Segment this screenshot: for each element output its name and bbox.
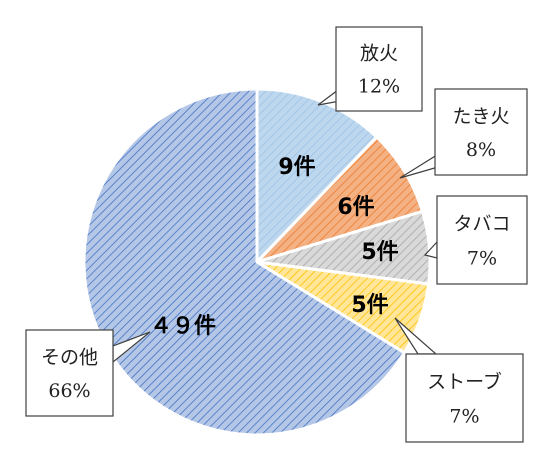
callout-labels: 放火 12% たき火 8% タバコ 7% ストーブ 7% その他 66%	[25, 26, 528, 443]
callout-percent-label: 8%	[466, 139, 496, 161]
slice-count-label: 5件	[361, 240, 398, 265]
callout-percent-label: 12%	[358, 75, 400, 97]
callout-3: ストーブ 7%	[394, 317, 524, 443]
callout-1: たき火 8%	[399, 88, 528, 179]
callout-percent-label: 66%	[48, 380, 90, 402]
callout-category-label: ストーブ	[427, 370, 502, 393]
slice-count-label: 9件	[278, 155, 315, 180]
callout-category-label: タバコ	[453, 213, 510, 235]
slice-count-label: 5件	[351, 293, 388, 318]
callout-percent-label: 7%	[449, 405, 479, 427]
callout-0: 放火 12%	[317, 26, 423, 112]
callout-category-label: その他	[41, 346, 98, 368]
callout-category-label: 放火	[360, 43, 398, 65]
pie-slice-0	[255, 87, 379, 266]
pie-slice-1	[251, 134, 425, 266]
callout-percent-label: 7%	[467, 247, 497, 269]
callout-2: タバコ 7%	[423, 195, 528, 285]
slice-count-label: 6件	[337, 195, 374, 220]
slice-count-labels: 9件 6件 5件 5件 ４９件	[150, 155, 399, 339]
pie-slices	[82, 87, 432, 437]
callout-category-label: たき火	[452, 105, 509, 127]
callout-4: その他 66%	[25, 329, 151, 417]
slice-count-label: ４９件	[150, 314, 216, 339]
